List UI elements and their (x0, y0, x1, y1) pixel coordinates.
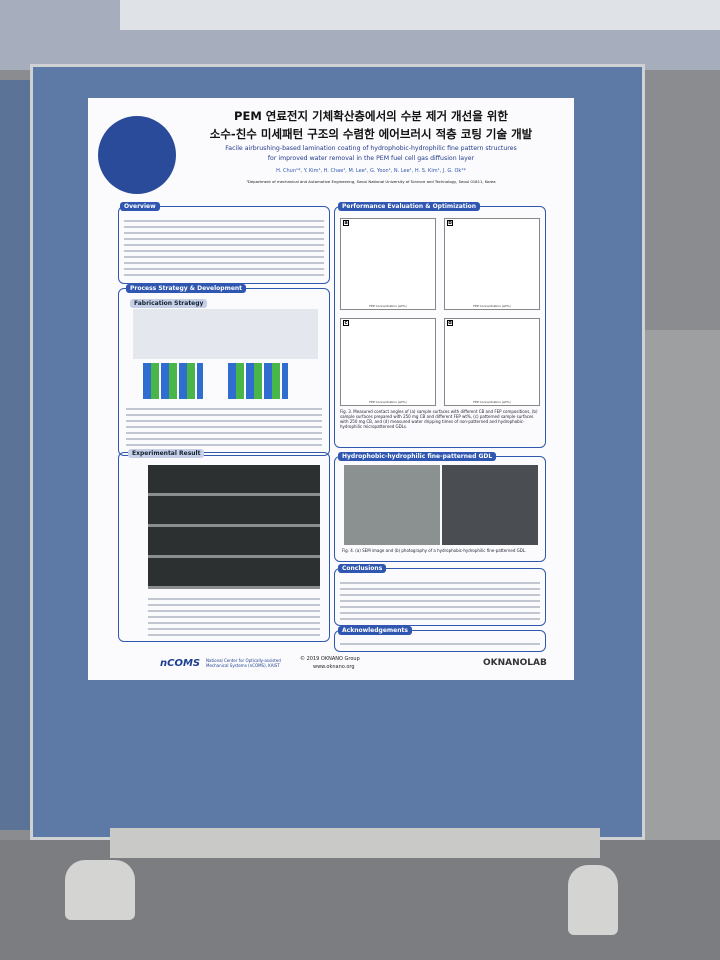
pattern-grid (228, 363, 288, 399)
overview-box (118, 206, 330, 284)
floor-right (640, 330, 720, 840)
title-en: for improved water removal in the PEM fu… (267, 155, 475, 162)
ack-box (334, 630, 546, 652)
foot-right (568, 865, 618, 935)
title-ko: PEM 연료전지 기체확산층에서의 수분 제거 개선을 위한 (234, 109, 508, 123)
lab-logo: OKNANOLAB (483, 658, 547, 668)
caption-lines (126, 404, 322, 449)
overview-text (124, 216, 324, 278)
section-header: Conclusions (338, 564, 387, 573)
chart-image: b FEP Concentration (wt%) (444, 218, 540, 310)
axis-label: FEP Concentration (wt%) (369, 304, 407, 308)
title-en: Facile airbrushing-based lamination coat… (225, 145, 517, 152)
axis-label: FEP Concentration (wt%) (473, 304, 511, 308)
sub-header: Fabrication Strategy (130, 299, 208, 308)
board-base (110, 828, 600, 858)
footer-center: National Center for Optically-assisted M… (206, 658, 281, 668)
poster: PEM 연료전지 기체확산층에서의 수분 제거 개선을 위한 소수-친수 미세패… (88, 98, 574, 680)
sem-images (148, 465, 320, 589)
figure-caption: Fig. 3. Measured contact angles of (a) s… (340, 409, 538, 429)
copyright: © 2019 OKNANO Group (300, 656, 360, 662)
conclusions-text (340, 578, 540, 622)
caption-lines (148, 594, 320, 638)
section-header: Process Strategy & Development (126, 284, 247, 293)
axis-label: FEP Concentration (wt%) (369, 400, 407, 404)
section-header: Acknowledgements (338, 626, 412, 635)
sub-header: Experimental Result (128, 449, 205, 458)
chart-image: d FEP Concentration (wt%) (444, 318, 540, 406)
university-logo (98, 116, 176, 194)
fabrication-diagram (133, 309, 318, 359)
authors: H. Chun¹*, Y. Kim¹, H. Chae¹, M. Lee¹, G… (276, 168, 466, 174)
sem-image (344, 465, 440, 545)
section-header: Performance Evaluation & Optimization (338, 202, 481, 211)
conclusions-box (334, 568, 546, 626)
section-header: Hydrophobic-hydrophilic fine-patterned G… (338, 452, 497, 461)
axis-label: FEP Concentration (wt%) (473, 400, 511, 404)
experimental-box (118, 452, 330, 642)
foot-left (65, 860, 135, 920)
footer-logo: nCOMS (160, 658, 201, 669)
chart-image: c FEP Concentration (wt%) (340, 318, 436, 406)
figure-caption: Fig. 4. (a) SEM image and (b) photograph… (342, 548, 527, 553)
wall-window (120, 0, 720, 30)
section-header: Overview (120, 202, 160, 211)
affiliation: ¹Department of mechanical and Automotive… (246, 179, 496, 184)
ack-text (340, 639, 540, 649)
chart-image: a FEP Concentration (wt%) (340, 218, 436, 310)
pattern-grid (143, 363, 203, 399)
url: www.oknano.org (313, 664, 355, 670)
panel-label: c (343, 320, 349, 326)
panel-label: b (447, 220, 453, 226)
title-ko: 소수-친수 미세패턴 구조의 수렴한 에어브러시 적층 코팅 기술 개발 (209, 127, 533, 141)
panel-label: a (343, 220, 349, 226)
photo-image (442, 465, 538, 545)
panel-label: d (447, 320, 453, 326)
